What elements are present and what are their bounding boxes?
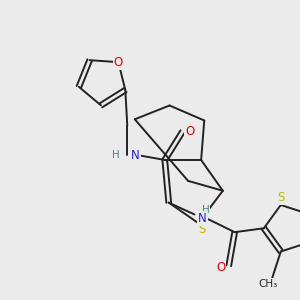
Text: H: H	[112, 150, 120, 160]
Text: N: N	[198, 212, 207, 225]
Text: O: O	[114, 56, 123, 69]
Text: CH₃: CH₃	[258, 279, 277, 289]
Text: S: S	[198, 223, 205, 236]
Text: O: O	[185, 125, 194, 138]
Text: O: O	[216, 261, 226, 274]
Text: S: S	[277, 191, 284, 204]
Text: H: H	[202, 205, 209, 215]
Text: N: N	[131, 149, 140, 162]
